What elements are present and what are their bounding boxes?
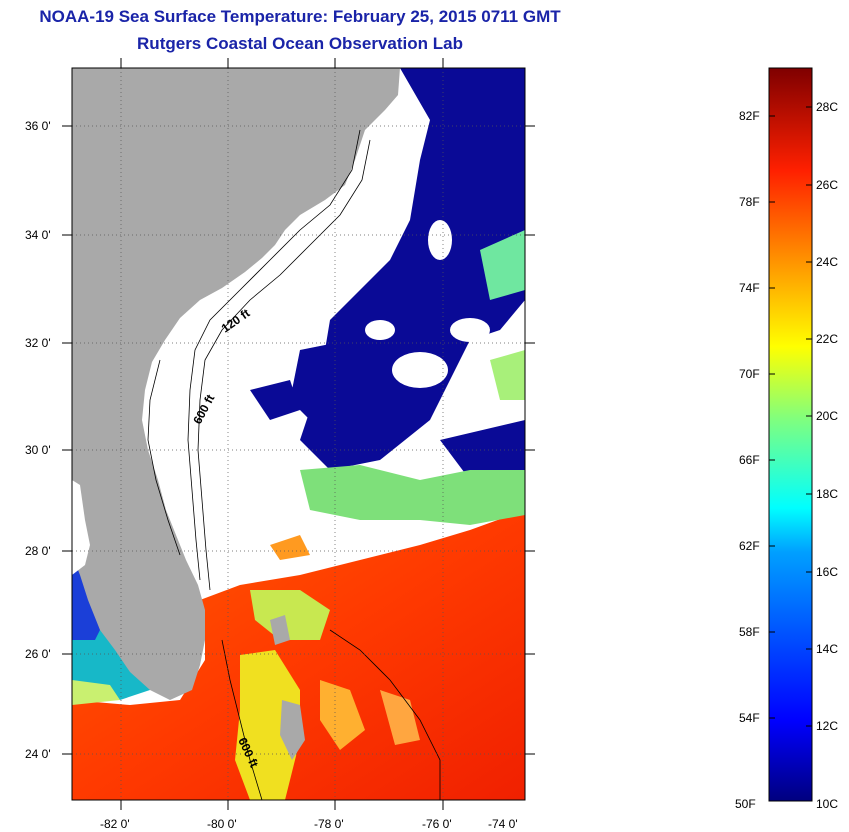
lon-label-80: -80 0' (207, 817, 237, 831)
lat-label-28: 28 0' (25, 544, 51, 558)
lon-label-82: -82 0' (100, 817, 130, 831)
lat-label-36: 36 0' (25, 119, 51, 133)
lat-label-26: 26 0' (25, 647, 51, 661)
colorbar-c-label: 18C (816, 487, 838, 501)
cloud-holes (365, 220, 490, 388)
colorbar-f-label: 54F (739, 711, 760, 725)
map-frame (71, 67, 526, 801)
colorbar-f-ticks (769, 115, 775, 719)
colorbar-f-label: 74F (739, 281, 760, 295)
lon-label-76: -76 0' (422, 817, 452, 831)
lat-label-30: 30 0' (25, 443, 51, 457)
colorbar-c-label: 12C (816, 719, 838, 733)
colorbar-c-label: 10C (816, 797, 838, 811)
bahamas-islands (270, 615, 305, 760)
colorbar-c-label: 28C (816, 100, 838, 114)
colorbar-f-label: 50F (735, 797, 756, 811)
colorbar-f-label: 62F (739, 539, 760, 553)
transition-water (270, 230, 525, 560)
colorbar-c-ticks (806, 106, 812, 727)
colorbar-c-label: 26C (816, 178, 838, 192)
bahamas-banks (235, 590, 420, 800)
axis-ticks (62, 58, 535, 810)
colorbar-c-label: 24C (816, 255, 838, 269)
colorbar-c-label: 20C (816, 409, 838, 423)
colorbar-f-label: 70F (739, 367, 760, 381)
isobath-contours (147, 129, 441, 800)
lat-label-32: 32 0' (25, 336, 51, 350)
land-mass (72, 68, 400, 700)
colorbar-f-label: 82F (739, 109, 760, 123)
lon-label-74: -74 0' (488, 817, 518, 831)
lat-label-24: 24 0' (25, 747, 51, 761)
colorbar-f-label: 58F (739, 625, 760, 639)
lat-label-34: 34 0' (25, 228, 51, 242)
colorbar-c-label: 22C (816, 332, 838, 346)
map-subtitle: Rutgers Coastal Ocean Observation Lab (137, 34, 463, 53)
colorbar-c-label: 14C (816, 642, 838, 656)
colorbar-scale (768, 67, 813, 802)
lon-label-78: -78 0' (314, 817, 344, 831)
colorbar-f-label: 78F (739, 195, 760, 209)
colorbar-c-label: 16C (816, 565, 838, 579)
map-title: NOAA-19 Sea Surface Temperature: Februar… (39, 7, 561, 26)
colorbar-f-label: 66F (739, 453, 760, 467)
